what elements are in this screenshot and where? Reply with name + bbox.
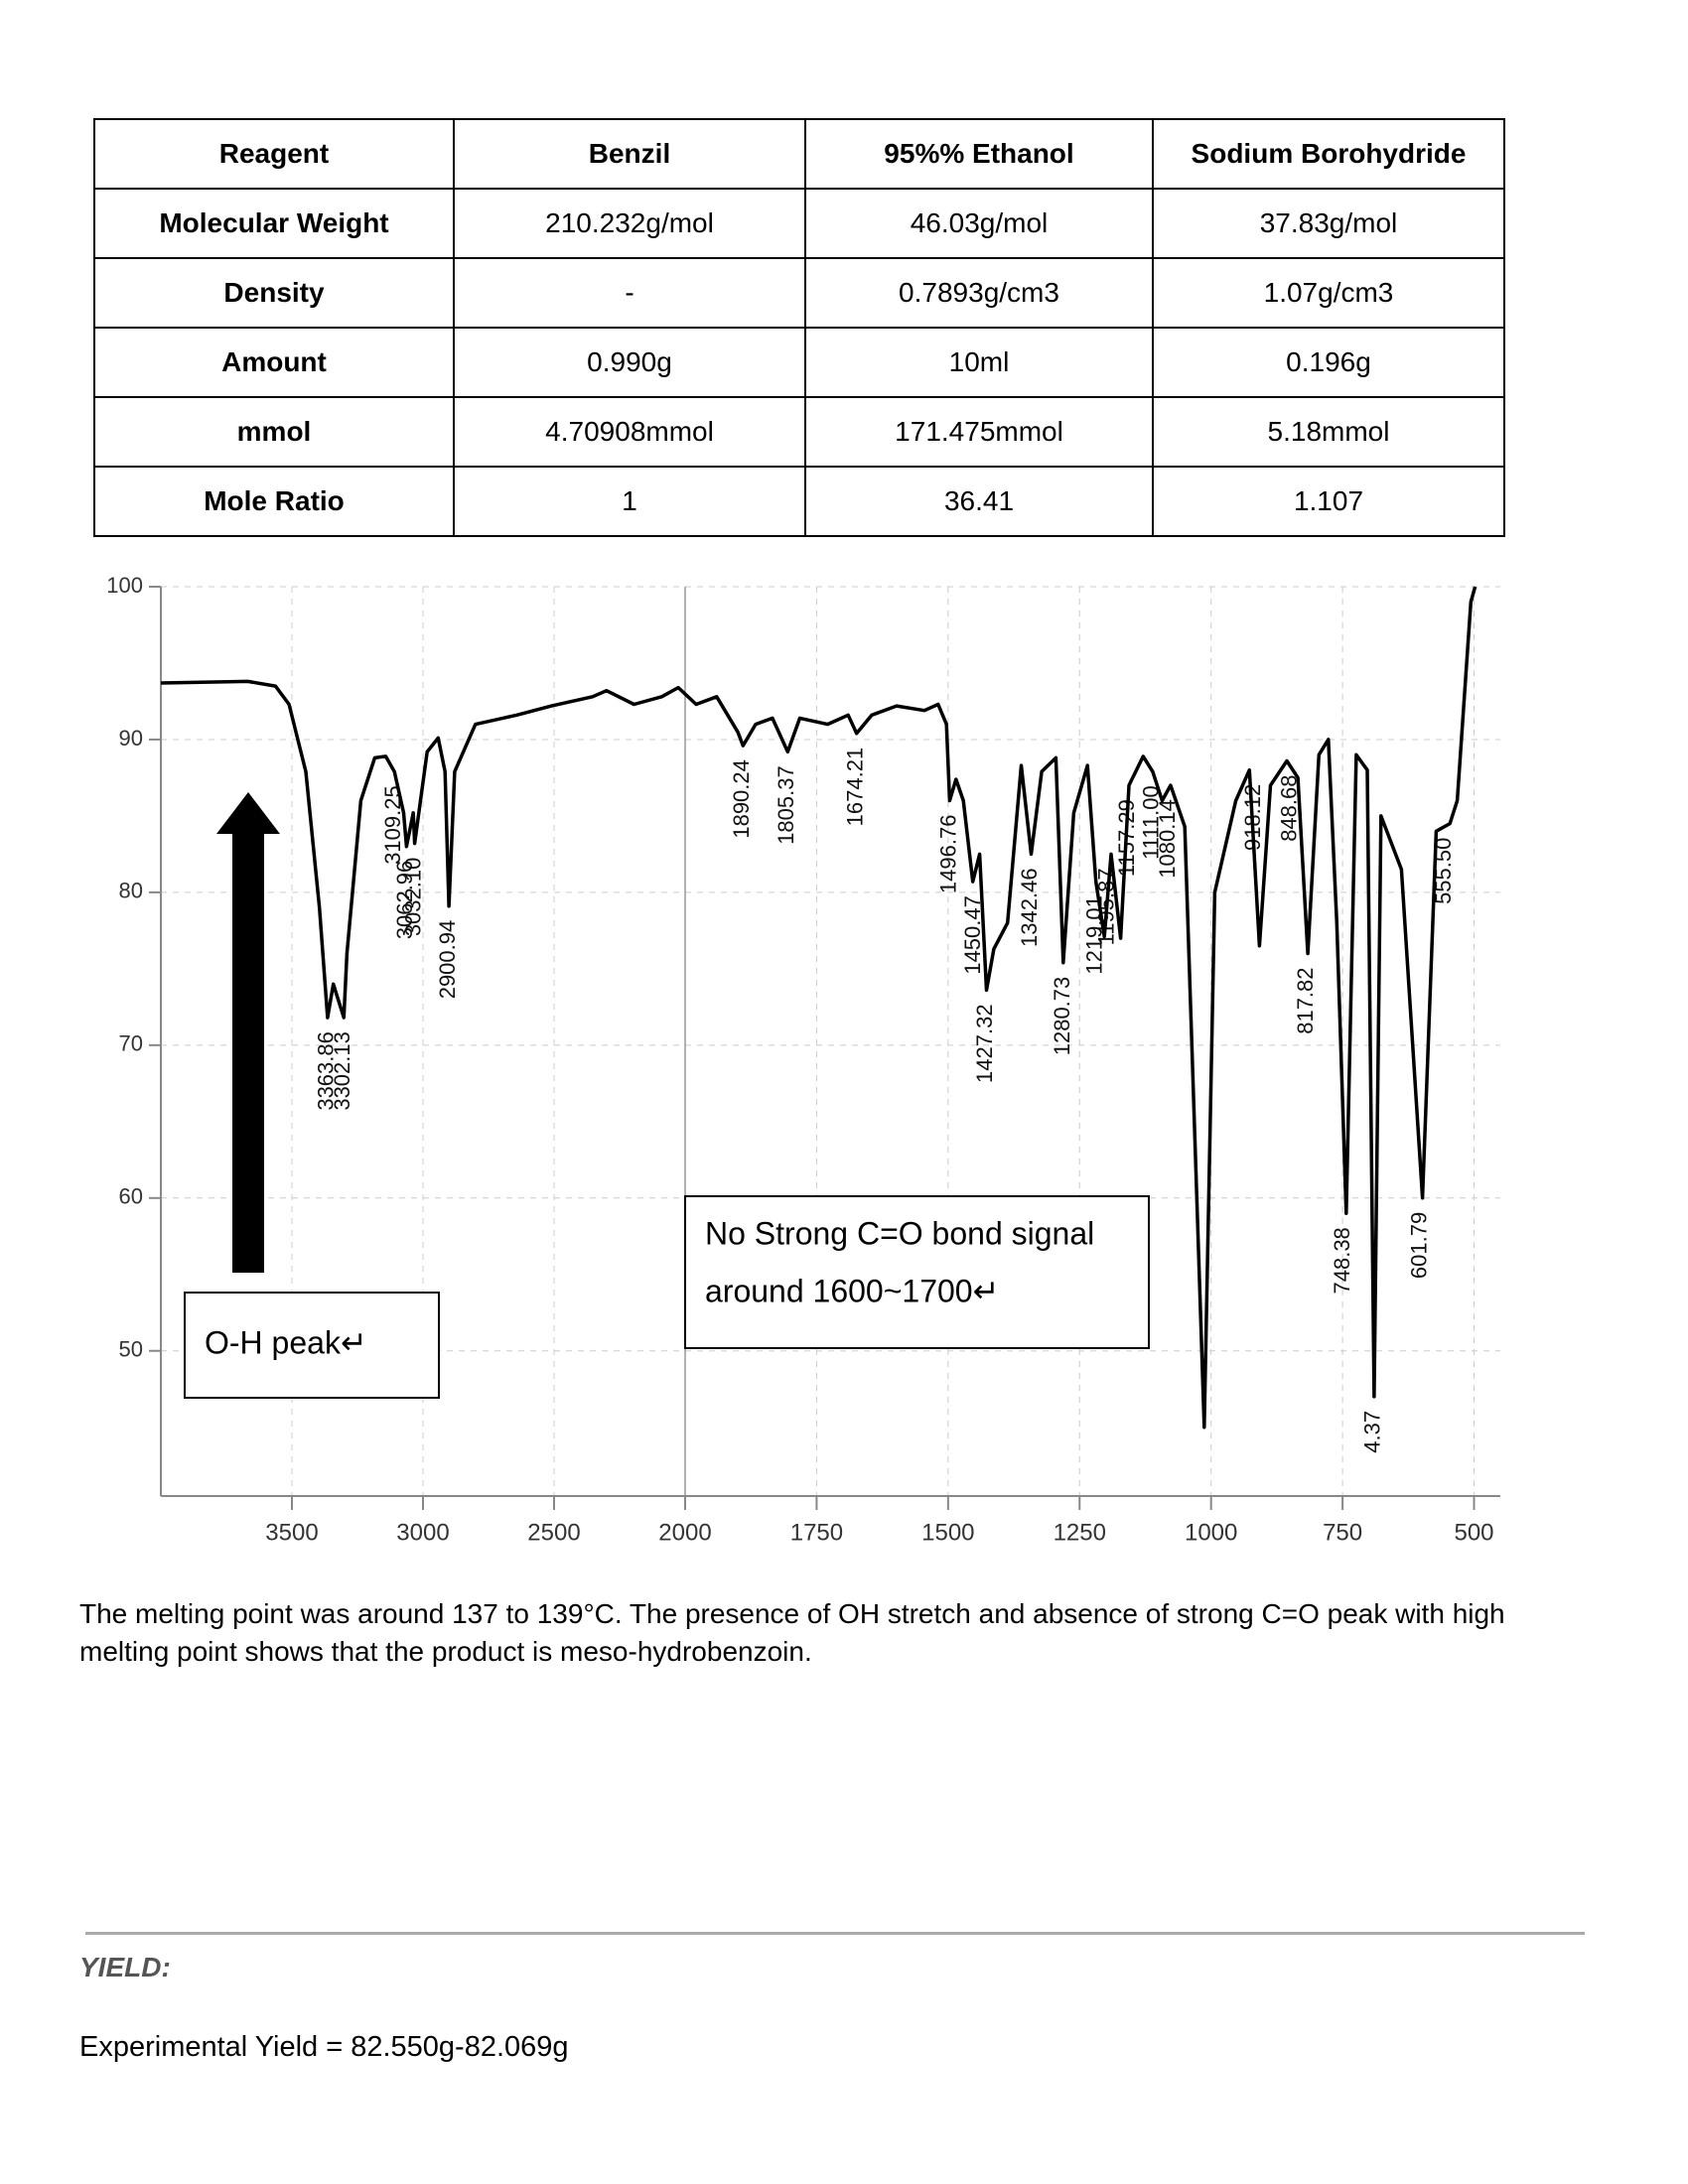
peak-label: 3032.10: [400, 858, 425, 937]
annotation-box: [684, 1195, 1150, 1349]
table-cell: Molecular Weight: [93, 188, 455, 259]
table-row: Reagent Benzil 95%% Ethanol Sodium Borohydr…: [93, 118, 1505, 190]
peak-label: 4.37: [1360, 1411, 1385, 1453]
table-row: Amount 0.990g 10ml 0.196g: [93, 327, 1505, 398]
table-cell: 1: [453, 466, 806, 537]
yield-label: YIELD:: [79, 1952, 171, 1982]
table-cell: 37.83g/mol: [1152, 188, 1505, 259]
y-tick-label: 80: [119, 879, 143, 903]
annotation-box: [184, 1292, 440, 1399]
table-cell: 0.7893g/cm3: [804, 257, 1154, 329]
peak-label: 1427.32: [972, 1004, 997, 1083]
table-cell: 0.196g: [1152, 327, 1505, 398]
table-cell: Benzil: [453, 118, 806, 190]
table-cell: Reagent: [93, 118, 455, 190]
peak-label: 3302.13: [330, 1031, 354, 1111]
peak-label: 748.38: [1330, 1227, 1354, 1294]
table-cell: -: [453, 257, 806, 329]
peak-label: 1674.21: [842, 748, 867, 827]
table-cell: 46.03g/mol: [804, 188, 1154, 259]
annotation: No Strong C=O bond signal: [705, 1215, 1094, 1251]
arrow-shaft: [232, 832, 264, 1273]
peak-label: 1111.00: [1139, 785, 1164, 860]
peak-label: 601.79: [1406, 1212, 1431, 1279]
ir-spectrum: 500 750 1000 1250 1500 1750 2000 2500 3000 3500 10…: [106, 573, 1500, 1546]
table-cell: Mole Ratio: [93, 466, 455, 537]
table-cell: Amount: [93, 327, 455, 398]
y-tick-label: 60: [119, 1184, 143, 1209]
table-row: Mole Ratio 1 36.41 1.107: [93, 466, 1505, 537]
reagent-table: Reagent Benzil 95%% Ethanol Sodium Borohydr…: [93, 118, 1505, 537]
table-cell: Sodium Borohydride: [1152, 118, 1505, 190]
y-tick-label: 90: [119, 726, 143, 751]
y-tick-label: 70: [119, 1031, 143, 1056]
divider: [85, 1932, 1585, 1935]
table-body: Reagent Benzil 95%% Ethanol Sodium Borohydr…: [93, 118, 1505, 537]
table-cell: 0.990g: [453, 327, 806, 398]
y-tick-label: 100: [106, 573, 143, 598]
x-tick-label: 3500: [265, 1519, 318, 1546]
x-tick-label: 3000: [396, 1519, 449, 1546]
table-row: mmol 4.70908mmol 171.475mmol 5.18mmol: [93, 396, 1505, 468]
table-cell: 171.475mmol: [804, 396, 1154, 468]
table-cell: 4.70908mmol: [453, 396, 806, 468]
x-tick-label: 1500: [921, 1519, 974, 1546]
table-cell: 95%% Ethanol: [804, 118, 1154, 190]
peak-label: 1805.37: [774, 765, 798, 845]
annotation: O-H peak↵: [205, 1324, 367, 1360]
table-cell: mmol: [93, 396, 455, 468]
table-row: Molecular Weight 210.232g/mol 46.03g/mol 37…: [93, 188, 1505, 259]
table-cell: 1.07g/cm3: [1152, 257, 1505, 329]
x-tick-label: 1250: [1054, 1519, 1106, 1546]
table-cell: 36.41: [804, 466, 1154, 537]
peak-label: 1342.46: [1017, 868, 1042, 947]
table-cell: 210.232g/mol: [453, 188, 806, 259]
table-row: Density -0.7893g/cm3 1.07g/cm3: [93, 257, 1505, 329]
table-cell: Density: [93, 257, 455, 329]
peak-label: 1280.73: [1050, 977, 1074, 1056]
x-tick-label: 750: [1323, 1519, 1362, 1546]
table-cell: 5.18mmol: [1152, 396, 1505, 468]
peak-label: 3363.86: [314, 1031, 339, 1111]
y-tick-label: 50: [119, 1337, 143, 1362]
peak-label: 1890.24: [729, 759, 754, 839]
arrow-head: [216, 792, 280, 834]
x-tick-label: 2500: [527, 1519, 580, 1546]
table-cell: 1.107: [1152, 466, 1505, 537]
x-tick-label: 500: [1454, 1519, 1493, 1546]
peak-label: 3062.96: [392, 861, 417, 940]
peak-label: 1496.76: [935, 815, 960, 894]
x-tick-label: 2000: [658, 1519, 711, 1546]
table-cell: 10ml: [804, 327, 1154, 398]
x-tick-label: 1750: [790, 1519, 843, 1546]
annotation: around 1600~1700↵: [705, 1273, 999, 1308]
spectrum-line: [160, 586, 1477, 1430]
peak-label: 2900.94: [435, 920, 460, 1000]
peak-label: 1080.14: [1155, 799, 1180, 879]
yield-text: Experimental Yield = 82.550g-82.069g: [79, 2031, 569, 2063]
peak-label: 817.82: [1293, 967, 1318, 1033]
x-tick-label: 1000: [1185, 1519, 1237, 1546]
paragraph: The melting point was around 137 to 139°…: [79, 1598, 1505, 1667]
